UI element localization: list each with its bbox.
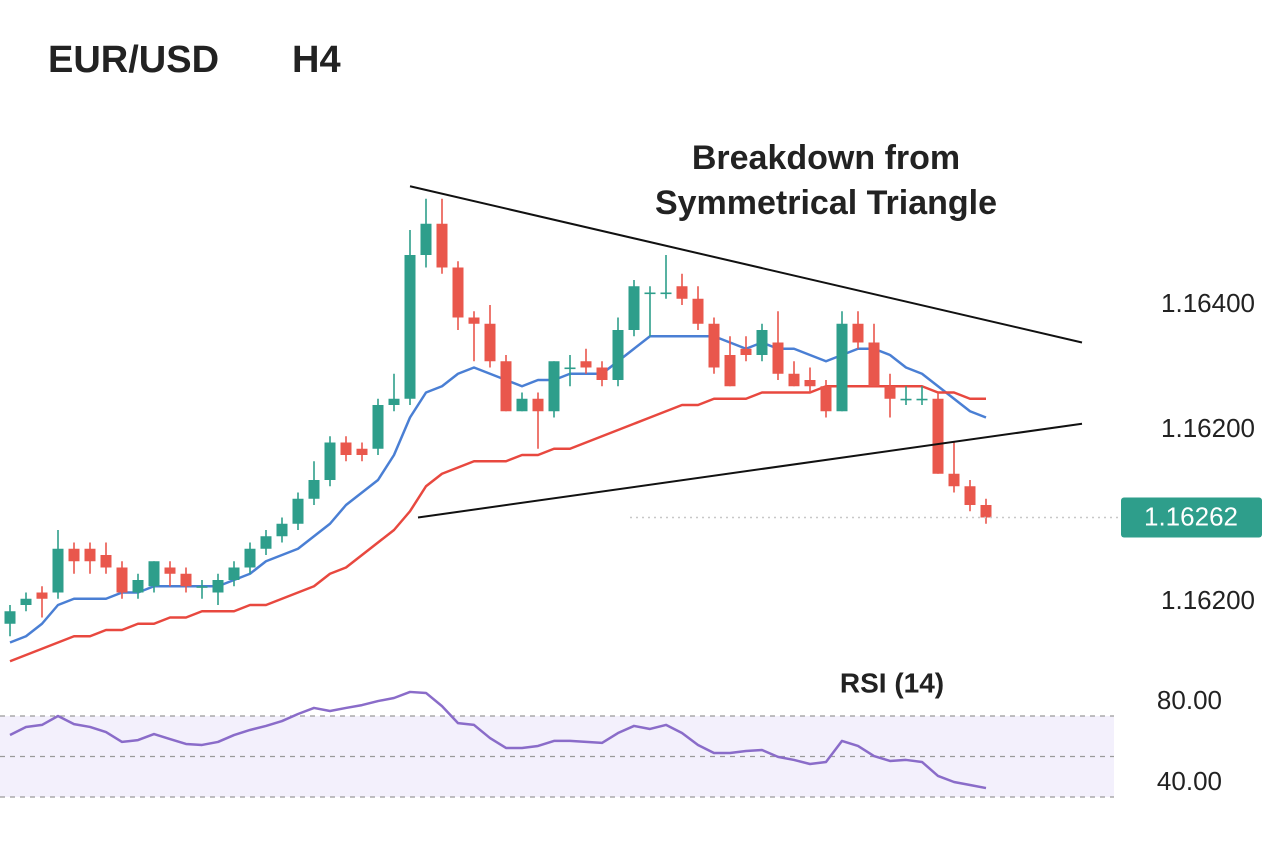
candle-body bbox=[452, 267, 464, 318]
candle-body bbox=[372, 405, 384, 449]
y-tick-label: 40.00 bbox=[1157, 766, 1222, 796]
candle-body bbox=[964, 486, 976, 505]
candle-body bbox=[116, 567, 128, 593]
rsi-title: RSI (14) bbox=[840, 667, 944, 698]
candle-body bbox=[532, 398, 544, 412]
candle-body bbox=[708, 323, 720, 368]
annotation: Symmetrical Triangle bbox=[655, 184, 997, 222]
candle-body bbox=[724, 355, 736, 387]
trendline bbox=[409, 185, 1083, 344]
candle-body bbox=[756, 330, 768, 355]
candle-body bbox=[772, 342, 784, 374]
candle-body bbox=[244, 548, 256, 568]
candle-body bbox=[132, 580, 144, 593]
candle-body bbox=[980, 505, 992, 518]
candle-body bbox=[868, 342, 880, 387]
rsi-line bbox=[9, 690, 987, 790]
candle-body bbox=[260, 536, 272, 549]
candle-body bbox=[500, 361, 512, 412]
candle-body bbox=[740, 348, 752, 355]
candle-body bbox=[180, 573, 192, 587]
price-axis-label: 1.16200 bbox=[1161, 585, 1255, 615]
candle-body bbox=[388, 398, 400, 405]
candle-body bbox=[148, 561, 160, 587]
candle-body bbox=[884, 386, 896, 399]
candle-body bbox=[228, 567, 240, 580]
candle-body bbox=[4, 611, 16, 624]
candle-body bbox=[292, 498, 304, 524]
candle-body bbox=[580, 361, 592, 368]
candle-body bbox=[324, 442, 336, 480]
rsi-band bbox=[0, 716, 1114, 797]
candle-body bbox=[644, 292, 656, 295]
timeframe-title: H4 bbox=[292, 39, 341, 81]
candle-body bbox=[356, 448, 368, 455]
candle-body bbox=[164, 567, 176, 574]
candle-body bbox=[932, 398, 944, 474]
candle-body bbox=[212, 580, 224, 593]
candle-body bbox=[692, 298, 704, 324]
annotation: Breakdown from bbox=[692, 139, 960, 177]
candle-body bbox=[84, 548, 96, 562]
candle-body bbox=[804, 380, 816, 387]
candle-body bbox=[68, 548, 80, 562]
candle-body bbox=[676, 286, 688, 299]
candle-body bbox=[276, 523, 288, 537]
last-price-label: 1.16262 bbox=[1144, 501, 1238, 531]
candle-body bbox=[852, 323, 864, 343]
candle-body bbox=[628, 286, 640, 330]
symbol-title: EUR/USD bbox=[48, 39, 219, 81]
candle-body bbox=[468, 317, 480, 324]
y-tick-label: 80.00 bbox=[1157, 685, 1222, 715]
candle-body bbox=[788, 373, 800, 387]
candle-body bbox=[36, 592, 48, 599]
candle-body bbox=[436, 223, 448, 268]
candle-body bbox=[20, 598, 32, 605]
moving-average bbox=[9, 335, 987, 644]
y-tick-label: 1.16400 bbox=[1161, 288, 1255, 318]
candle-body bbox=[100, 555, 112, 568]
candle-body bbox=[516, 398, 528, 412]
y-tick-label: 1.16200 bbox=[1161, 413, 1255, 443]
candle-body bbox=[308, 480, 320, 499]
last-price-badge bbox=[1121, 497, 1262, 538]
candle-body bbox=[916, 398, 928, 401]
candle-body bbox=[420, 223, 432, 255]
candle-body bbox=[564, 367, 576, 370]
candle-body bbox=[820, 386, 832, 412]
candle-body bbox=[836, 323, 848, 412]
candle-body bbox=[548, 361, 560, 412]
candle-body bbox=[948, 473, 960, 487]
candle-body bbox=[404, 255, 416, 399]
candle-body bbox=[596, 367, 608, 380]
candle-body bbox=[196, 586, 208, 588]
candle-body bbox=[340, 442, 352, 455]
trendline bbox=[417, 422, 1083, 519]
candle-body bbox=[900, 398, 912, 401]
candle-body bbox=[612, 330, 624, 380]
candle-body bbox=[484, 323, 496, 362]
candle-body bbox=[52, 548, 64, 593]
candle-body bbox=[660, 292, 672, 295]
